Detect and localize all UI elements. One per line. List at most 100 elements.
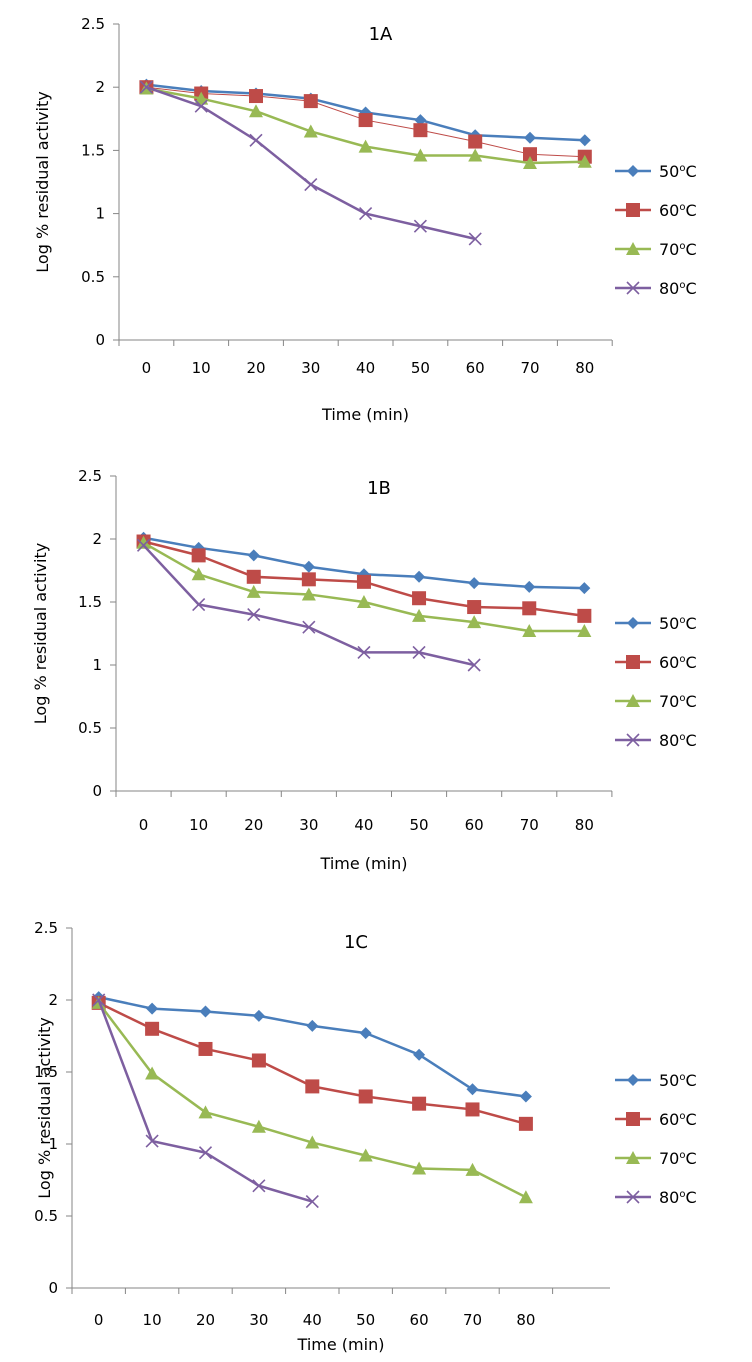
legend-entry: 60oC — [615, 1110, 697, 1129]
data-point — [466, 1083, 479, 1096]
data-point — [247, 608, 261, 622]
data-point — [301, 587, 316, 601]
x-tick-label: 0 — [142, 359, 152, 377]
data-point — [524, 131, 536, 144]
data-point — [577, 608, 592, 623]
x-tick-label: 40 — [354, 816, 373, 834]
legend-marker — [627, 1074, 639, 1086]
x-tick-label: 80 — [516, 1311, 535, 1329]
y-tick-label: 2.5 — [81, 15, 105, 33]
y-tick-label: 2 — [92, 530, 102, 548]
x-tick-label: 20 — [196, 1311, 215, 1329]
data-point — [523, 580, 536, 593]
data-point — [468, 148, 483, 162]
x-tick-label: 0 — [139, 816, 149, 834]
data-point — [251, 1053, 266, 1068]
legend-entry: 70oC — [615, 692, 697, 711]
data-point — [358, 139, 373, 153]
x-tick-label: 70 — [463, 1311, 482, 1329]
data-point — [92, 993, 106, 1007]
legend-entry: 50oC — [615, 162, 697, 181]
data-point — [304, 177, 318, 192]
y-axis-label: Log % residual activity — [35, 1017, 54, 1198]
legend-label: 70oC — [659, 692, 697, 711]
series-80oC — [139, 80, 482, 246]
data-point — [412, 1161, 427, 1175]
data-point — [145, 1066, 160, 1080]
series-line — [97, 999, 313, 1203]
chart-title: 1C — [344, 932, 368, 953]
y-axis-label: Log % residual activity — [33, 91, 52, 272]
data-point — [356, 595, 371, 608]
x-tick-label: 10 — [143, 1311, 162, 1329]
legend-label: 60oC — [659, 1110, 697, 1129]
y-tick-label: 0 — [95, 331, 105, 349]
chart-title: 1A — [369, 24, 393, 45]
x-tick-label: 30 — [301, 359, 320, 377]
data-point — [249, 89, 263, 104]
legend-marker — [626, 655, 640, 669]
data-point — [136, 538, 151, 552]
data-point — [523, 156, 537, 170]
legend-entry: 60oC — [615, 201, 697, 220]
data-point — [145, 1134, 159, 1148]
data-point — [246, 569, 261, 584]
data-point — [357, 645, 371, 659]
data-point — [519, 1090, 532, 1103]
legend-label: 50oC — [659, 1071, 697, 1090]
data-point — [305, 1135, 320, 1149]
series-70oC — [139, 81, 592, 170]
legend-marker — [626, 1151, 640, 1164]
legend-label: 80oC — [659, 731, 697, 750]
x-tick-label: 0 — [94, 1311, 104, 1329]
chart-title: 1B — [367, 478, 391, 499]
legend-entry: 80oC — [615, 731, 697, 750]
y-tick-label: 2.5 — [34, 919, 58, 937]
x-tick-label: 60 — [466, 359, 485, 377]
data-point — [468, 232, 482, 246]
y-tick-label: 0 — [48, 1279, 58, 1297]
data-point — [359, 207, 373, 221]
legend-marker — [626, 1190, 640, 1204]
legend-entry: 50oC — [615, 1071, 697, 1090]
data-point — [199, 1005, 212, 1018]
x-tick-label: 40 — [356, 359, 375, 377]
y-tick-label: 1 — [48, 1135, 58, 1153]
x-axis-label: Time (min) — [297, 1335, 385, 1354]
data-point — [414, 114, 427, 127]
x-axis-label: Time (min) — [321, 405, 409, 424]
y-tick-label: 0.5 — [78, 719, 102, 737]
x-tick-label: 50 — [410, 816, 429, 834]
x-tick-label: 70 — [520, 359, 539, 377]
legend-marker — [627, 617, 639, 629]
legend-marker — [626, 733, 640, 747]
data-point — [191, 567, 206, 581]
y-tick-label: 0 — [92, 782, 102, 800]
data-point — [356, 574, 371, 589]
data-point — [467, 600, 482, 615]
data-point — [191, 548, 206, 563]
data-point — [413, 1048, 426, 1061]
data-point — [302, 620, 316, 634]
y-tick-label: 1.5 — [78, 593, 102, 611]
legend-entry: 50oC — [615, 614, 697, 633]
data-point — [246, 584, 261, 598]
chart-1b: 0 0.5 1 1.5 2 2.5 0 10 20 30 40 50 60 70 80 1B Time (min… — [31, 467, 697, 873]
legend-label: 50oC — [659, 614, 697, 633]
legend-marker — [626, 242, 640, 255]
legend-label: 60oC — [659, 201, 697, 220]
y-tick-label: 1 — [95, 205, 105, 223]
data-point — [249, 133, 263, 147]
data-point — [412, 1096, 427, 1111]
x-tick-label: 60 — [465, 816, 484, 834]
data-point — [305, 1195, 319, 1209]
data-point — [578, 582, 591, 595]
data-point — [518, 1190, 533, 1204]
data-point — [198, 1041, 213, 1056]
x-tick-label: 30 — [249, 1311, 268, 1329]
series-60oC — [91, 995, 533, 1131]
y-axis-label: Log % residual activity — [31, 543, 50, 724]
y-tick-label: 1 — [92, 656, 102, 674]
data-point — [412, 591, 427, 606]
